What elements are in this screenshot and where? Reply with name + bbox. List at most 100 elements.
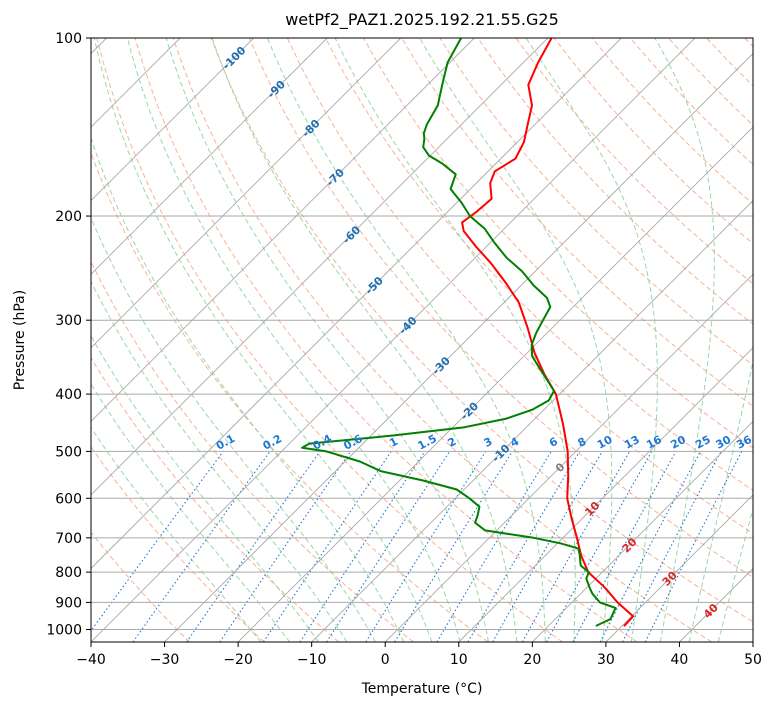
- dry-adiabat-line: [401, 38, 753, 407]
- moist-adiabat-line: [717, 507, 753, 642]
- y-axis-ticks: 100 200 300 400 500 600 700 800 900 1000: [46, 31, 91, 638]
- isotherm-label: -50: [363, 274, 386, 297]
- y-tick-label: 800: [55, 565, 82, 581]
- dry-adiabat-line: [248, 38, 753, 578]
- dry-adiabat-line: [325, 38, 753, 491]
- isotherm-line: [91, 38, 696, 642]
- isotherm-line: [91, 38, 328, 275]
- isotherm-label: -40: [396, 314, 419, 337]
- moist-adiabat-line: [266, 38, 546, 642]
- dry-adiabat-line: [134, 38, 638, 642]
- isotherm-line: [532, 420, 753, 642]
- mixing-ratio-label: 10: [595, 433, 615, 452]
- mixing-ratio-label: 6: [547, 435, 560, 450]
- dry-adiabat-line: [706, 38, 753, 87]
- dry-adiabat-line: [91, 356, 340, 642]
- mixing-ratio-line: [644, 451, 743, 642]
- isotherm-line: [91, 38, 475, 422]
- isotherm-line: [91, 38, 549, 496]
- isotherm-line: [679, 567, 753, 642]
- dry-adiabat-line: [91, 445, 265, 642]
- moist-adiabats: [91, 38, 753, 642]
- x-axis-ticks: −40 −30 −20 −10 0 10 20 30 40 50: [76, 642, 762, 668]
- x-tick-label: 10: [450, 652, 468, 668]
- mixing-ratio-label: 3: [482, 435, 495, 450]
- mixing-ratio-label: 1.5: [416, 432, 439, 453]
- isotherm-label: -60: [340, 223, 363, 246]
- moist-adiabat-line: [165, 38, 489, 642]
- isotherm-line: [384, 273, 753, 642]
- y-tick-label: 200: [55, 209, 82, 225]
- isotherm-label: -20: [458, 399, 481, 422]
- mixing-ratio-line: [394, 451, 513, 642]
- y-tick-label: 700: [55, 531, 82, 547]
- isobar-grid: [91, 38, 753, 630]
- chart-title: wetPf2_PAZ1.2025.192.21.55.G25: [285, 10, 559, 30]
- mixing-ratio-label: 16: [644, 433, 664, 452]
- moist-adiabat-line: [688, 359, 753, 642]
- isotherm-line: [91, 38, 254, 202]
- plot-frame: [90, 37, 754, 643]
- y-tick-label: 400: [55, 387, 82, 403]
- isotherm-label: 30: [660, 569, 680, 589]
- mixing-ratio-label: 8: [576, 435, 589, 450]
- mixing-ratio-line: [546, 451, 653, 642]
- mixing-ratio-label: 0.2: [261, 432, 284, 453]
- mixing-ratio-label: 2: [446, 435, 459, 450]
- isotherm-line: [605, 494, 753, 642]
- x-tick-label: −20: [223, 652, 253, 668]
- x-tick-label: 30: [597, 652, 615, 668]
- moist-adiabat-line: [211, 38, 518, 642]
- x-tick-label: −30: [150, 652, 180, 668]
- y-tick-label: 600: [55, 491, 82, 507]
- dry-adiabat-line: [91, 260, 414, 642]
- moist-adiabat-line: [419, 38, 613, 642]
- y-tick-label: 300: [55, 313, 82, 329]
- dry-adiabat-line: [553, 38, 753, 245]
- mixing-ratio-label: 36: [734, 433, 754, 452]
- isotherm-label: 40: [701, 601, 721, 621]
- mixing-ratio-line: [263, 451, 392, 642]
- x-tick-label: 40: [671, 652, 689, 668]
- dewpoint-line: [301, 38, 617, 627]
- dry-adiabat-line: [210, 38, 753, 623]
- x-tick-label: 20: [523, 652, 541, 668]
- isotherm-line: [91, 38, 622, 570]
- mixing-ratio-label: 0.1: [214, 432, 237, 453]
- mixing-ratio-lines: [91, 451, 743, 642]
- isotherm-label: -100: [220, 44, 249, 73]
- moist-adiabat-line: [127, 38, 461, 642]
- isotherm-label: -80: [299, 117, 322, 140]
- mixing-ratio-line: [572, 451, 677, 642]
- plot-area: [91, 38, 753, 642]
- mixing-ratio-label: 0.4: [311, 432, 335, 453]
- dry-adiabat-line: [477, 38, 753, 325]
- moist-adiabat-line: [91, 136, 405, 642]
- x-tick-label: 50: [744, 652, 762, 668]
- y-tick-label: 1000: [46, 622, 82, 638]
- mixing-ratio-line: [219, 451, 352, 642]
- isotherm-line: [237, 126, 753, 642]
- dry-adiabat-line: [591, 38, 753, 205]
- mixing-ratio-line: [299, 451, 426, 642]
- mixing-ratio-label: 13: [622, 433, 642, 452]
- isotherm-label: -70: [324, 166, 347, 189]
- isotherm-line: [164, 52, 753, 642]
- x-tick-label: −40: [76, 652, 106, 668]
- x-tick-label: −10: [297, 652, 327, 668]
- line-labels: 0.1 0.2 0.4 0.6 1 1.5 2 3 4 6 8 10 13 16 20 25 30 36-100-…: [214, 44, 754, 622]
- mixing-ratio-label: 25: [693, 433, 713, 452]
- mixing-ratio-label: 4: [508, 435, 521, 450]
- moist-adiabat-line: [91, 426, 262, 642]
- mixing-ratio-label: 30: [714, 433, 734, 452]
- mixing-ratio-line: [326, 451, 451, 642]
- isotherm-line: [311, 200, 753, 642]
- moist-adiabat-line: [91, 216, 376, 642]
- isotherm-label: 0: [553, 460, 568, 475]
- mixing-ratio-line: [91, 451, 224, 632]
- mixing-ratio-line: [599, 451, 702, 642]
- dry-adiabat-line: [91, 151, 489, 642]
- isotherm-line: [458, 347, 753, 642]
- moist-adiabat-line: [525, 38, 658, 642]
- mixing-ratio-label: 20: [668, 433, 688, 452]
